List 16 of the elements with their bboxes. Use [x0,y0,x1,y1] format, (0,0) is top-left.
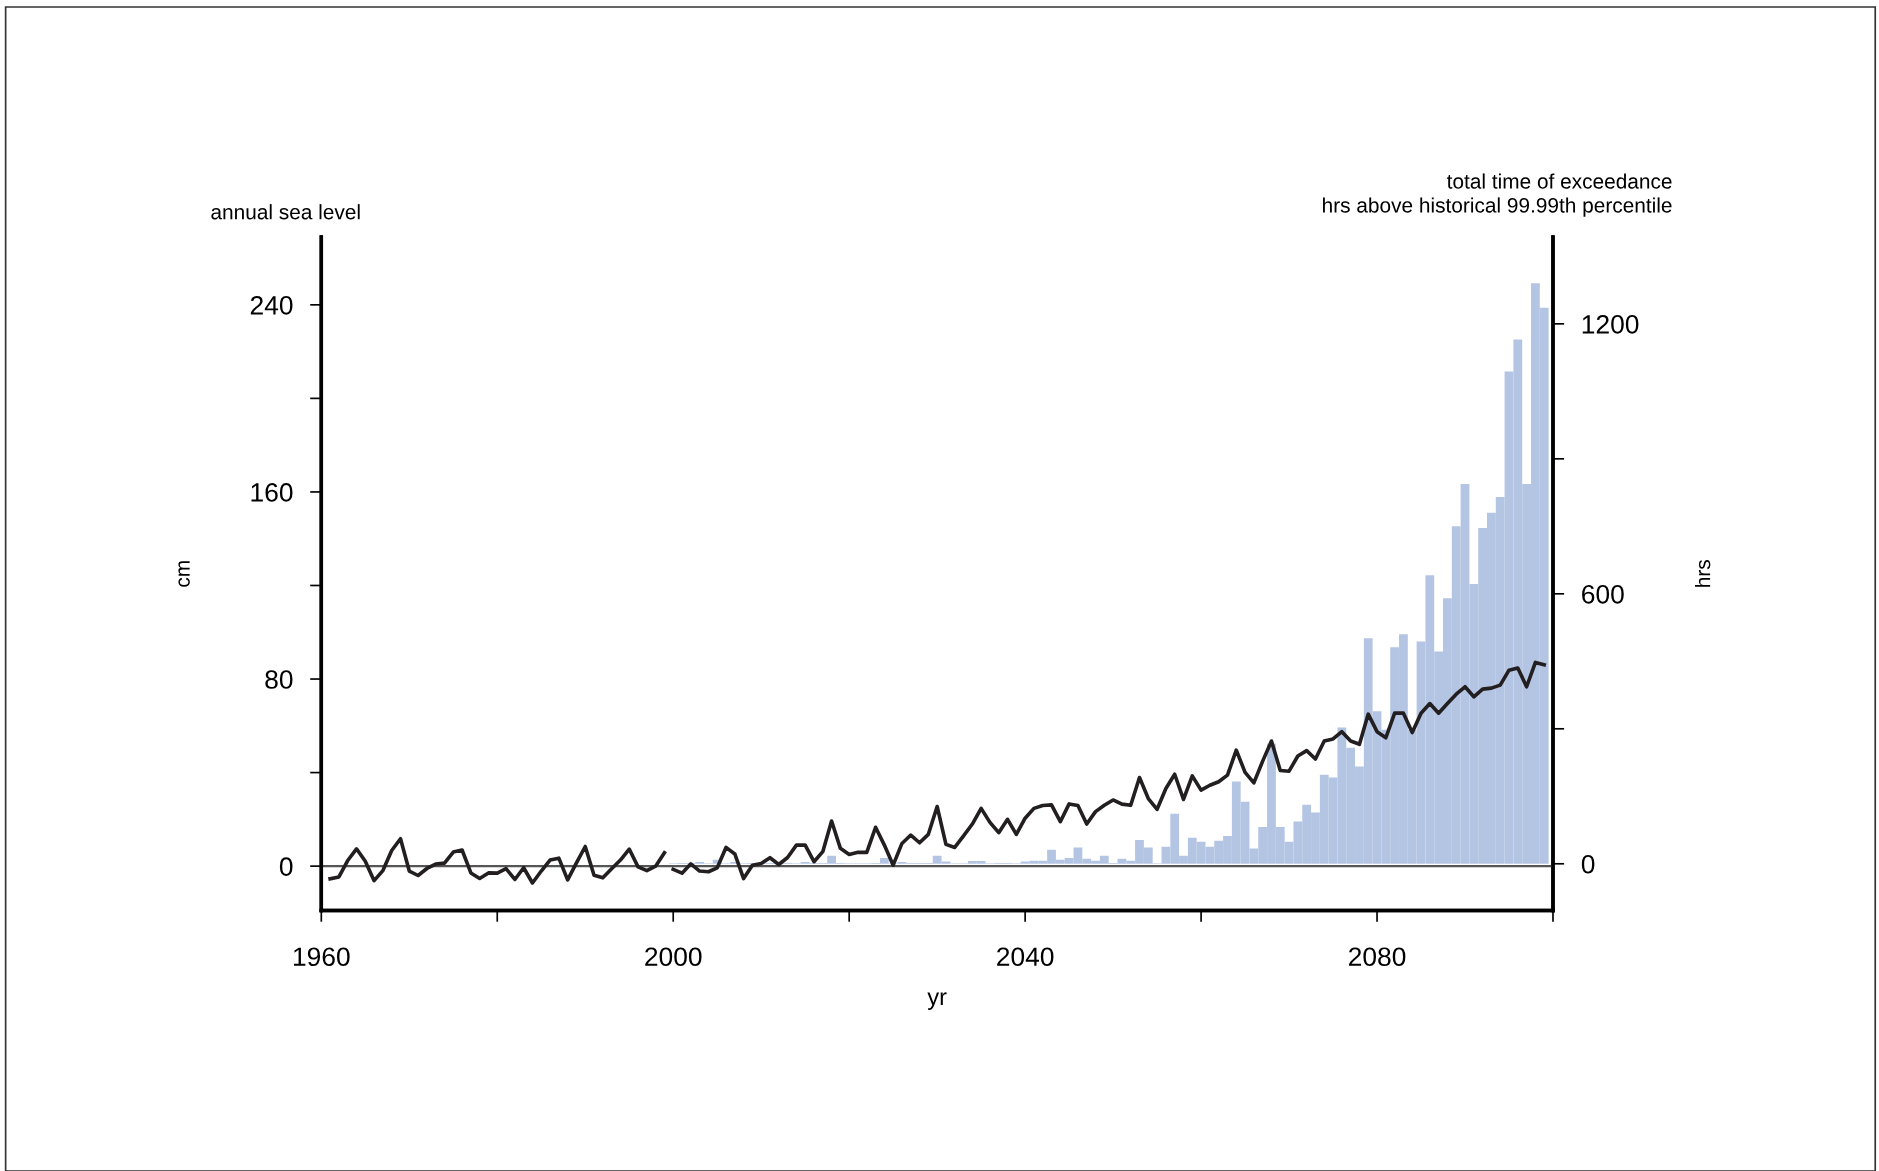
x-tick-label: 2080 [1349,947,1406,967]
y-tick-label: 0 [279,857,293,876]
y2-axis-title: hrs [1695,560,1711,587]
x-tick-label: 2000 [645,947,702,967]
text: annual sea level [211,204,360,220]
text: total time of exceedance hrs above historical 99.99th percentile [1323,173,1672,217]
y-tick-label: 80 [265,670,293,689]
y2-tick-label: 1200 [1582,314,1639,334]
y-axis-title: cm [178,561,190,587]
y2-tick-label: 0 [1581,854,1595,874]
x-axis-title: yr [927,992,947,1010]
y2-tick-label: 600 [1582,584,1624,604]
x-tick-label: 1960 [293,947,350,967]
x-tick-label: 2040 [997,947,1054,967]
y-tick-label: 160 [251,483,293,502]
y-tick-label: 240 [250,295,293,315]
